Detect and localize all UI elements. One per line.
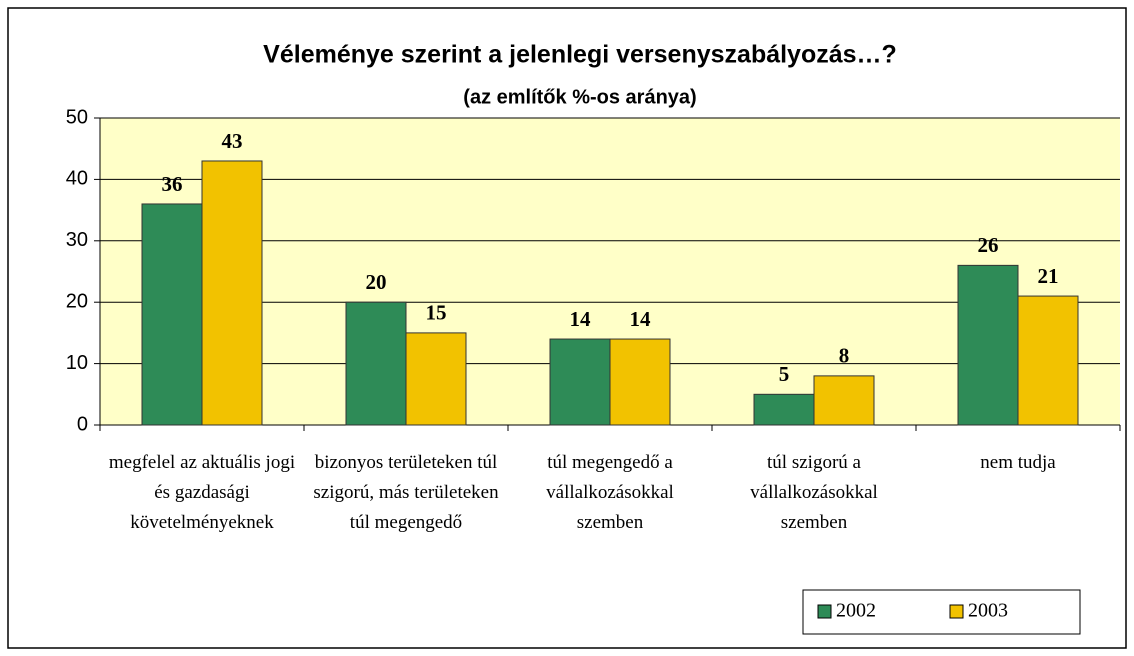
y-tick-label: 0 <box>77 413 88 435</box>
data-label: 14 <box>570 307 592 331</box>
legend-swatch <box>949 604 964 619</box>
y-tick-label: 40 <box>66 168 88 190</box>
x-tick-label: bizonyos területeken túl szigorú, más te… <box>313 452 499 533</box>
y-tick-label: 10 <box>66 352 88 374</box>
legend-box <box>802 589 1081 635</box>
data-label: 36 <box>162 172 183 196</box>
data-label: 8 <box>839 344 850 368</box>
data-label: 26 <box>978 233 999 257</box>
x-tick-label: nem tudja <box>980 452 1056 473</box>
x-tick-label: megfelel az aktuális jogi és gazdasági k… <box>108 452 296 533</box>
data-label: 5 <box>779 362 790 386</box>
bar <box>201 160 263 426</box>
data-label: 14 <box>630 307 652 331</box>
bar <box>1017 295 1079 426</box>
bar <box>549 338 611 426</box>
x-tick-label: túl szigorú a vállalkozásokkal szemben <box>750 452 878 533</box>
chart-border <box>7 7 1127 649</box>
data-label: 43 <box>222 129 243 153</box>
bar <box>141 203 203 426</box>
y-tick-label: 20 <box>66 290 88 312</box>
legend-label: 2003 <box>968 600 1008 622</box>
y-tick-label: 30 <box>66 229 88 251</box>
bar <box>753 393 815 426</box>
bar <box>957 264 1019 426</box>
x-tick-label: túl megengedő a vállalkozásokkal szemben <box>546 452 674 533</box>
data-label: 15 <box>426 301 447 325</box>
legend-swatch <box>817 604 832 619</box>
data-label: 20 <box>366 270 387 294</box>
bar <box>813 375 875 426</box>
y-tick-label: 50 <box>66 106 88 128</box>
chart-subtitle: (az említők %-os aránya) <box>463 86 696 108</box>
legend-label: 2002 <box>836 600 876 622</box>
bar <box>405 332 467 426</box>
bar <box>609 338 671 426</box>
data-label: 21 <box>1038 264 1059 288</box>
chart-title: Véleménye szerint a jelenlegi versenysza… <box>263 41 897 69</box>
bar <box>345 301 407 426</box>
